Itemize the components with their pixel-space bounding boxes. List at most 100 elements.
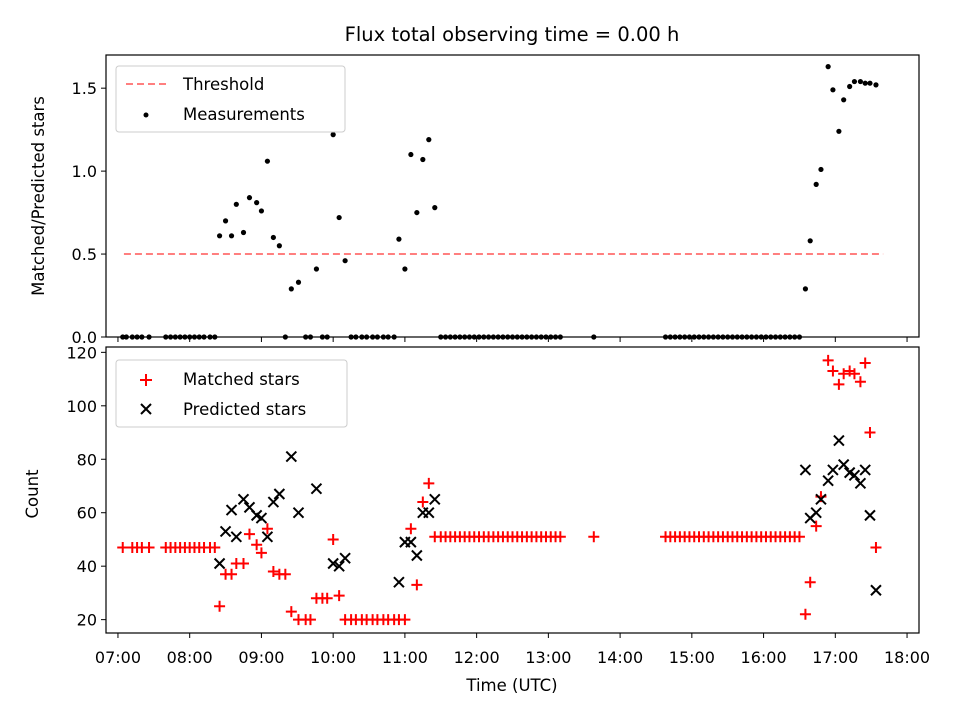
measurement-point [246, 195, 253, 201]
matched-star-point [333, 590, 345, 602]
predicted-star-point [822, 474, 834, 487]
predicted-star-point [799, 464, 812, 476]
matched-star-point [327, 533, 339, 545]
matched-star-point [255, 547, 267, 559]
matched-star-point [251, 539, 263, 551]
measurement-point [841, 97, 847, 103]
predicted-star-point [267, 496, 280, 508]
matched-star-point [261, 523, 273, 535]
measurement-point [825, 64, 831, 70]
matched-star-point [793, 531, 805, 543]
legend-measurements-label: Measurements [183, 105, 305, 124]
x-tick-label: 11:00 [382, 648, 428, 667]
measurement-point [420, 156, 426, 163]
x-tick-label: 16:00 [741, 648, 787, 667]
matched-star-point [267, 566, 279, 578]
measurement-point [818, 166, 824, 173]
measurement-point [216, 233, 223, 239]
measurement-point [873, 82, 879, 88]
matched-star-point [226, 568, 238, 580]
x-tick-label: 15:00 [669, 648, 715, 667]
predicted-star-point [854, 477, 867, 490]
measurement-point [258, 208, 265, 214]
matched-star-point [117, 541, 129, 553]
predicted-star-point [423, 507, 435, 519]
measurement-point [396, 236, 402, 242]
measurement-point [222, 218, 229, 224]
predicted-star-point [859, 464, 871, 476]
measurement-point [228, 233, 235, 239]
matched-star-point [411, 579, 423, 591]
predicted-star-point [815, 493, 827, 506]
predicted-star-point [213, 557, 226, 570]
predicted-star-point [411, 549, 423, 562]
matched-star-point [405, 523, 417, 535]
x-tick-label: 09:00 [238, 648, 284, 667]
upper-y-axis-label: Matched/Predicted stars [29, 96, 48, 296]
matched-star-point [827, 365, 839, 377]
lower-plot-frame [105, 346, 920, 634]
predicted-star-point [219, 525, 232, 538]
legend-predicted-label: Predicted stars [183, 400, 306, 419]
measurement-point [813, 181, 819, 187]
matched-star-point [209, 541, 221, 553]
matched-star-point [554, 531, 566, 543]
matched-star-point [799, 608, 811, 620]
measurement-point [330, 132, 336, 138]
matched-star-point [804, 576, 816, 588]
measurement-point [342, 258, 348, 264]
upper-y-tick-label: 1.0 [72, 162, 97, 181]
measurement-point [264, 158, 271, 164]
upper-legend: Threshold Measurements [115, 65, 346, 133]
predicted-star-point [333, 560, 345, 572]
predicted-star-point [393, 576, 405, 588]
x-tick-label: 14:00 [597, 648, 643, 667]
measurement-point [408, 151, 414, 158]
predicted-star-point [230, 531, 243, 543]
legend-predicted-swatch [140, 403, 152, 415]
predicted-star-point [833, 434, 845, 447]
matched-star-point [848, 368, 860, 380]
measurement-point [802, 286, 809, 292]
measurement-point [851, 78, 858, 85]
matched-star-point [417, 496, 429, 508]
predicted-star-point [327, 557, 339, 570]
measurement-point [857, 78, 864, 85]
measurement-point [254, 200, 260, 206]
x-tick-label: 17:00 [812, 648, 858, 667]
measurement-point [402, 266, 408, 272]
matched-star-point [321, 592, 333, 604]
matched-star-point [285, 606, 297, 618]
predicted-star-point [285, 450, 298, 463]
lower-legend-box [115, 359, 348, 428]
measurement-point [233, 201, 239, 207]
matched-star-point [833, 378, 845, 390]
legend-measurements-swatch [143, 112, 149, 118]
matched-star-point [279, 568, 291, 580]
matched-star-point [870, 541, 882, 553]
lower-legend: Matched stars Predicted stars [115, 359, 348, 428]
predicted-star-point [405, 536, 417, 548]
measurement-point [836, 128, 842, 134]
lower-y-tick-label: 100 [66, 397, 97, 416]
measurement-point [847, 83, 853, 90]
x-tick-label: 18:00 [884, 648, 930, 667]
lower-y-tick-label: 60 [77, 504, 97, 523]
predicted-star-point [310, 482, 323, 495]
predicted-star-point [429, 493, 441, 506]
predicted-star-point [870, 584, 882, 596]
matched-star-point [588, 531, 600, 543]
predicted-star-point [837, 458, 850, 471]
measurement-point [276, 243, 282, 249]
upper-y-tick-label: 0.5 [72, 245, 97, 264]
upper-legend-box [115, 65, 346, 133]
x-tick-label: 13:00 [525, 648, 571, 667]
predicted-star-point [827, 464, 839, 476]
legend-matched-label: Matched stars [183, 370, 300, 389]
measurement-point [862, 80, 868, 86]
matched-star-point [859, 357, 871, 369]
predicted-star-point [225, 504, 238, 516]
matched-star-point [214, 600, 226, 612]
measurement-point [432, 205, 438, 211]
